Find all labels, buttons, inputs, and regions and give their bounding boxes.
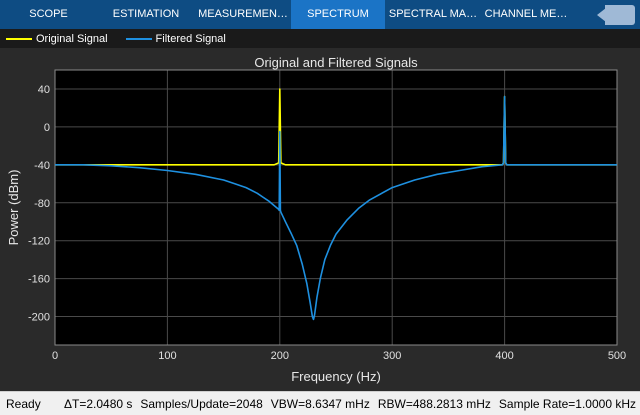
tab-channel-measurements[interactable]: CHANNEL ME… [484,8,568,20]
x-tick-label: 400 [495,350,513,362]
status-delta-t: ΔT=2.0480 s [63,396,133,411]
chart-title: Original and Filtered Signals [254,55,418,70]
legend: Original Signal Filtered Signal [0,29,640,48]
x-tick-label: 0 [52,350,58,362]
plot-area: 0 100 200 300 400 500 40 0 -40 -80 -120 -160 -200 Ori… [0,48,640,391]
tab-spectrum[interactable]: SPECTRUM [291,0,385,29]
legend-label-original: Original Signal [36,32,108,45]
collapse-arrow-icon [597,7,606,22]
axes-border [54,69,618,346]
collapse-bar-icon [605,4,635,25]
x-tick-label: 300 [383,350,401,362]
x-tick-label: 200 [271,350,289,362]
y-tick-label: -40 [34,160,50,172]
y-tick-label: -200 [28,312,50,324]
tab-estimation[interactable]: ESTIMATION [112,8,180,20]
status-sample-rate: Sample Rate=1.0000 kHz [498,396,636,411]
series-filtered-line[interactable] [55,95,617,321]
status-ready: Ready [6,396,41,411]
x-tick-label: 500 [608,350,626,362]
axes-background [55,70,617,345]
legend-label-filtered: Filtered Signal [155,32,226,45]
toolstrip: SCOPE ESTIMATION MEASUREMEN… SPECTRUM SP… [0,0,640,29]
x-axis-label: Frequency (Hz) [291,369,381,384]
spectrum-chart[interactable]: 0 100 200 300 400 500400-40-80-120-160-200Ori… [0,48,640,391]
y-tick-label: 0 [44,122,50,134]
status-bar: Ready ΔT=2.0480 s Samples/Update=2048 VB… [0,391,640,415]
y-tick-label: 40 [38,84,50,96]
collapse-toolstrip-button[interactable] [592,0,640,29]
tab-scope[interactable]: SCOPE [29,8,68,20]
legend-item-original[interactable]: Original Signal [6,33,108,45]
y-tick-label: -80 [34,198,50,210]
legend-swatch-original [6,37,32,40]
status-rbw: RBW=488.2813 mHz [377,396,491,411]
y-axis-label: Power (dBm) [6,170,21,246]
y-tick-label: -160 [28,274,50,286]
tab-spectral-mask[interactable]: SPECTRAL MA… [388,8,478,20]
status-vbw: VBW=8.6347 mHz [270,396,370,411]
y-tick-label: -120 [28,236,50,248]
tab-measurements[interactable]: MEASUREMEN… [198,8,288,20]
x-tick-label: 100 [158,350,176,362]
status-samples-per-update: Samples/Update=2048 [140,396,263,411]
legend-item-filtered[interactable]: Filtered Signal [125,32,226,45]
legend-swatch-filtered [125,37,152,40]
